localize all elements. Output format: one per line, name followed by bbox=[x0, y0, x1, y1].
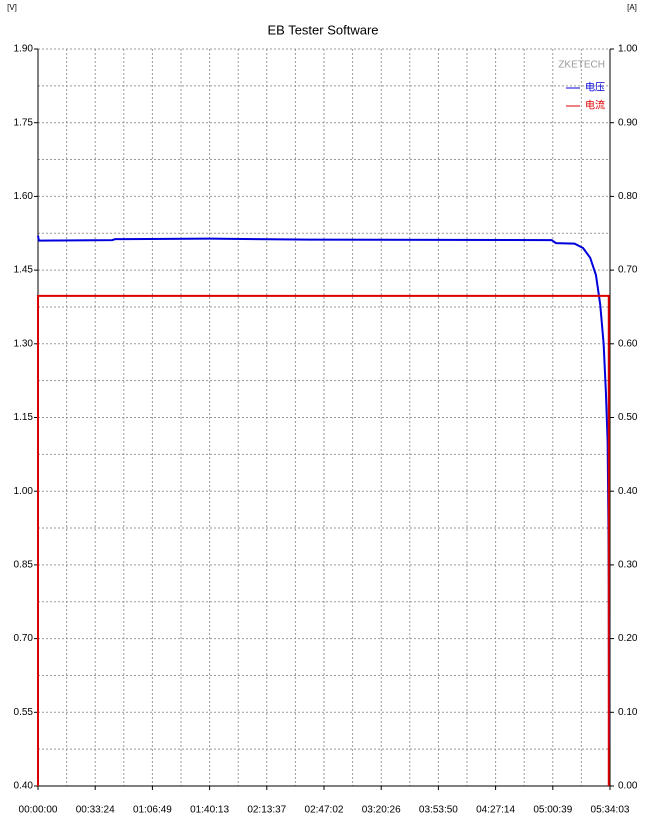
y-tick-label: 0.55 bbox=[14, 707, 34, 718]
y2-axis-label: [A] bbox=[627, 3, 637, 12]
x-tick-label: 02:47:02 bbox=[305, 805, 344, 816]
y2-tick-label: 0.10 bbox=[618, 707, 638, 718]
y-axis-label: [V] bbox=[7, 3, 17, 12]
x-tick-label: 00:00:00 bbox=[19, 805, 58, 816]
y-tick-label: 0.85 bbox=[14, 560, 34, 571]
y2-tick-label: 0.40 bbox=[618, 486, 638, 497]
y2-tick-label: 0.30 bbox=[618, 560, 638, 571]
series-line bbox=[37, 294, 610, 786]
y-tick-label: 1.00 bbox=[14, 486, 34, 497]
y-tick-label: 1.30 bbox=[14, 338, 34, 349]
y-tick-label: 0.40 bbox=[14, 781, 34, 792]
x-tick-label: 02:13:37 bbox=[247, 805, 286, 816]
x-tick-label: 05:00:39 bbox=[533, 805, 572, 816]
y2-tick-label: 0.60 bbox=[618, 338, 638, 349]
series-line bbox=[37, 235, 611, 747]
y2-tick-label: 0.20 bbox=[618, 633, 638, 644]
y2-tick-label: 0.90 bbox=[618, 117, 638, 128]
y-tick-label: 1.60 bbox=[14, 191, 34, 202]
y-tick-label: 1.90 bbox=[14, 44, 34, 55]
y2-tick-label: 0.00 bbox=[618, 781, 638, 792]
y2-tick-label: 0.50 bbox=[618, 412, 638, 423]
legend-label: 电流 bbox=[585, 99, 605, 112]
legend-label: 电压 bbox=[585, 81, 605, 94]
y2-tick-label: 1.00 bbox=[618, 44, 638, 55]
y2-tick-label: 0.80 bbox=[618, 191, 638, 202]
x-tick-label: 03:20:26 bbox=[362, 805, 401, 816]
chart-title: EB Tester Software bbox=[267, 22, 378, 37]
x-tick-label: 05:34:03 bbox=[591, 805, 630, 816]
x-tick-label: 03:53:50 bbox=[419, 805, 458, 816]
x-tick-label: 04:27:14 bbox=[476, 805, 515, 816]
y2-tick-label: 0.70 bbox=[618, 265, 638, 276]
x-tick-label: 01:40:13 bbox=[190, 805, 229, 816]
y-tick-label: 1.75 bbox=[14, 117, 34, 128]
y-tick-label: 1.45 bbox=[14, 265, 34, 276]
y-tick-label: 1.15 bbox=[14, 412, 34, 423]
x-tick-label: 01:06:49 bbox=[133, 805, 172, 816]
x-tick-label: 00:33:24 bbox=[76, 805, 115, 816]
y-tick-label: 0.70 bbox=[14, 633, 34, 644]
